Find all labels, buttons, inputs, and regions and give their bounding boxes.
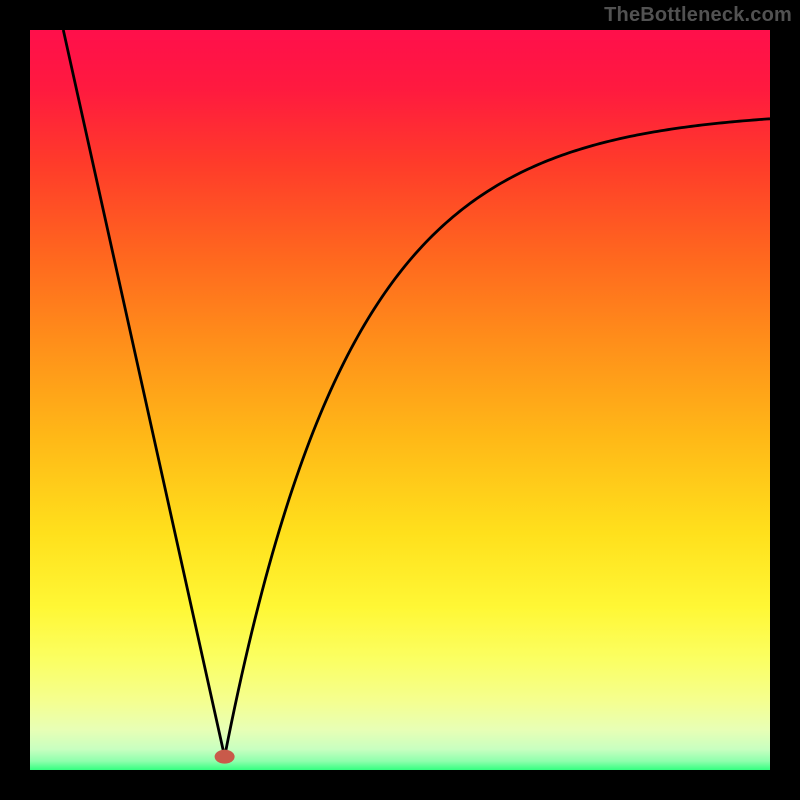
chart-container: TheBottleneck.com [0,0,800,800]
plot-area [30,30,770,770]
optimal-point-marker [215,750,235,764]
watermark-text: TheBottleneck.com [604,4,792,27]
gradient-background [30,30,770,770]
plot-svg [30,30,770,770]
